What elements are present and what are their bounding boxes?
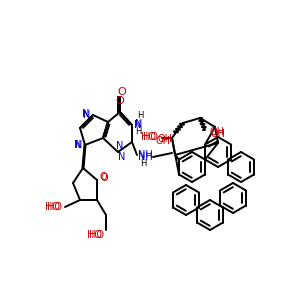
Text: NH: NH bbox=[138, 150, 152, 160]
Text: N: N bbox=[135, 119, 143, 129]
Text: N: N bbox=[82, 109, 90, 119]
Text: HO: HO bbox=[46, 202, 61, 212]
Text: O: O bbox=[100, 173, 108, 183]
Text: HO: HO bbox=[88, 230, 104, 240]
Text: N: N bbox=[118, 152, 126, 162]
Text: HO: HO bbox=[142, 132, 158, 142]
Text: H: H bbox=[135, 128, 141, 136]
Text: N: N bbox=[75, 140, 83, 150]
Text: H: H bbox=[137, 112, 143, 121]
Text: NH: NH bbox=[138, 152, 152, 162]
Text: H: H bbox=[140, 160, 146, 169]
Text: N: N bbox=[116, 141, 124, 151]
Text: OH: OH bbox=[155, 136, 170, 146]
Text: OH: OH bbox=[158, 134, 172, 144]
Text: OH: OH bbox=[211, 129, 226, 139]
Text: HO: HO bbox=[47, 202, 62, 212]
Text: HO: HO bbox=[140, 132, 155, 142]
Text: OH: OH bbox=[209, 127, 224, 137]
Text: O: O bbox=[99, 172, 107, 182]
Text: N: N bbox=[134, 120, 142, 130]
Text: O: O bbox=[118, 87, 126, 97]
Text: N: N bbox=[83, 110, 91, 120]
Text: O: O bbox=[116, 96, 124, 106]
Text: N: N bbox=[74, 140, 82, 150]
Text: HO: HO bbox=[86, 230, 101, 240]
